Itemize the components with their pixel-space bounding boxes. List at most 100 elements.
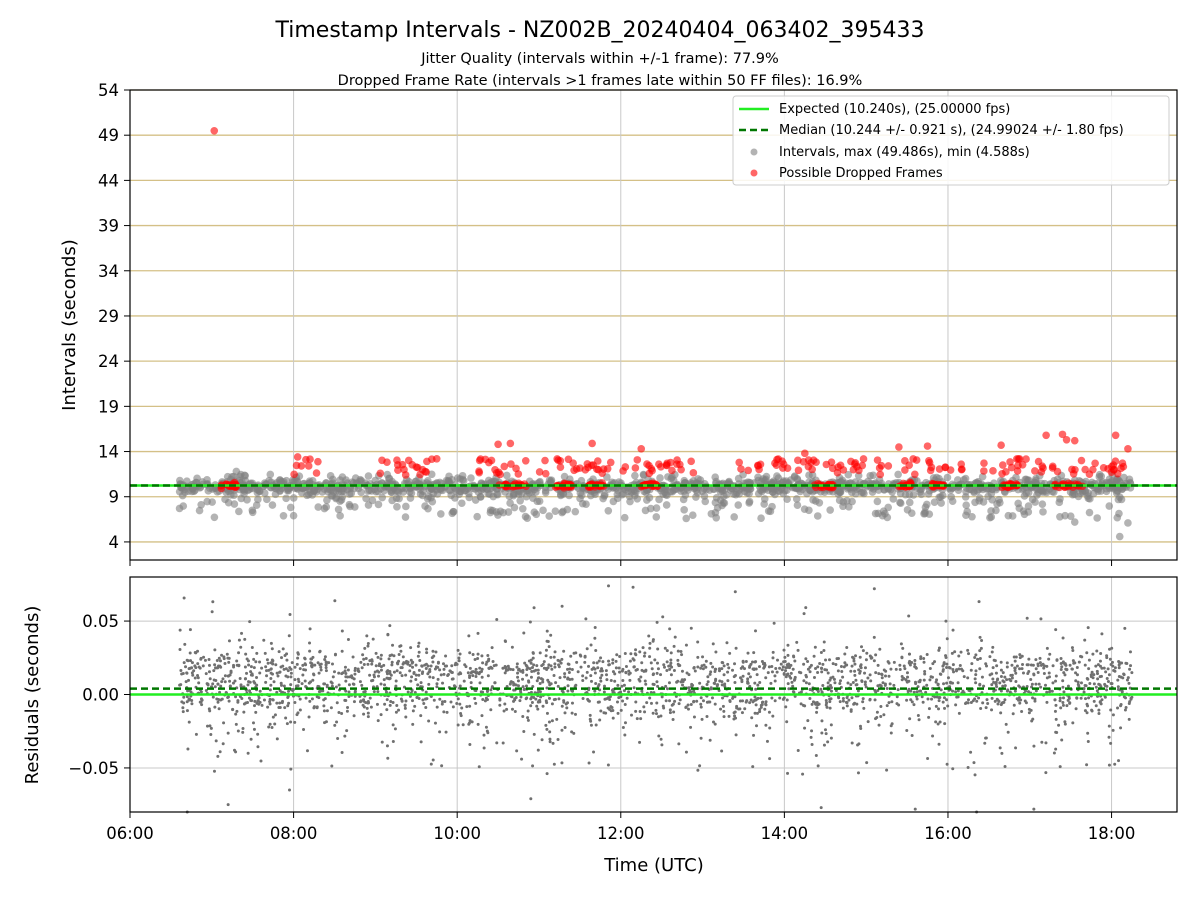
residual-point <box>476 656 480 660</box>
residual-point <box>1075 673 1079 677</box>
dropped-frame-point <box>1081 465 1089 474</box>
residual-point <box>1009 679 1013 683</box>
residual-point <box>216 700 220 704</box>
interval-point <box>357 488 365 497</box>
interval-point <box>1024 488 1033 497</box>
residual-point <box>388 676 392 680</box>
bottom-y-tick-label: −0.05 <box>68 759 119 778</box>
residual-point <box>322 682 326 686</box>
residual-point <box>1034 689 1038 693</box>
residual-point <box>508 682 512 686</box>
residual-point <box>957 667 961 671</box>
residual-point <box>341 671 345 675</box>
residual-point <box>687 686 691 690</box>
interval-point <box>884 503 892 512</box>
residual-point <box>450 677 454 681</box>
dropped-frame-point <box>827 458 836 466</box>
dropped-frame-point <box>911 470 919 479</box>
residual-point <box>999 689 1003 693</box>
residual-point <box>922 678 926 682</box>
residual-point <box>531 651 535 655</box>
dropped-frame-point <box>744 466 753 475</box>
residual-point <box>914 666 918 670</box>
residual-point <box>1015 664 1019 668</box>
dropped-frame-point <box>958 465 966 473</box>
residual-point <box>806 667 810 671</box>
residual-point <box>467 634 471 638</box>
residual-point <box>945 698 949 702</box>
residual-point <box>733 695 737 699</box>
residual-point <box>552 762 556 766</box>
residual-point <box>362 705 366 709</box>
residual-point <box>655 661 659 665</box>
residual-point <box>570 689 574 693</box>
interval-point <box>428 485 436 493</box>
residual-point <box>765 739 769 743</box>
residual-point <box>977 696 981 700</box>
residual-point <box>313 663 317 667</box>
residual-point <box>390 660 394 664</box>
residual-point <box>828 700 832 704</box>
residual-point <box>529 658 533 662</box>
dropped-frame-point <box>998 461 1007 469</box>
interval-point <box>402 502 410 511</box>
residual-point <box>673 699 677 703</box>
residual-point <box>270 647 274 651</box>
residual-point <box>486 731 490 735</box>
residual-point <box>547 645 551 649</box>
residual-point <box>742 667 746 671</box>
residual-point <box>653 658 657 662</box>
residual-point <box>701 699 705 703</box>
residual-point <box>410 675 414 679</box>
residual-point <box>184 665 188 669</box>
residual-point <box>474 701 478 705</box>
dropped-frame-point <box>935 465 944 473</box>
residual-point <box>1083 684 1087 688</box>
residual-point <box>892 660 896 664</box>
residual-point <box>330 681 334 685</box>
dropped-frame-point <box>655 460 663 469</box>
residual-point <box>624 665 628 669</box>
residual-point <box>495 617 499 621</box>
residual-point <box>885 768 889 772</box>
residual-point <box>666 687 670 691</box>
residual-point <box>362 657 366 661</box>
residual-point <box>773 674 777 678</box>
top-y-tick-label: 39 <box>98 217 119 236</box>
residual-point <box>822 743 826 747</box>
interval-point <box>179 502 188 510</box>
interval-point <box>310 487 318 495</box>
legend-intervals-swatch <box>750 148 758 156</box>
residual-point <box>789 671 793 675</box>
residual-point <box>831 675 835 679</box>
residual-point <box>290 661 294 665</box>
residual-point <box>1128 667 1132 671</box>
residual-point <box>325 709 329 713</box>
residual-point <box>594 649 598 653</box>
residual-point <box>585 670 589 674</box>
residual-point <box>552 673 556 677</box>
residual-point <box>693 669 697 673</box>
residual-point <box>266 661 270 665</box>
residual-point <box>359 699 363 703</box>
residual-point <box>412 671 416 675</box>
interval-point <box>655 495 663 504</box>
residual-point <box>676 658 680 662</box>
residual-point <box>815 706 819 710</box>
residual-point <box>498 703 502 707</box>
residual-point <box>974 681 978 685</box>
interval-point <box>421 502 429 510</box>
residual-point <box>1042 671 1046 675</box>
residual-point <box>889 724 893 728</box>
residual-point <box>441 700 445 704</box>
residual-point <box>584 617 588 621</box>
residual-point <box>593 667 597 671</box>
intervals-series <box>175 467 1135 541</box>
residual-point <box>581 678 585 682</box>
dropped-frame-point <box>774 455 783 463</box>
interval-point <box>530 508 539 516</box>
dropped-frame-point <box>799 458 808 466</box>
dropped-frame-point <box>754 462 762 470</box>
interval-point <box>336 476 344 484</box>
dropped-frame-point <box>737 465 745 473</box>
